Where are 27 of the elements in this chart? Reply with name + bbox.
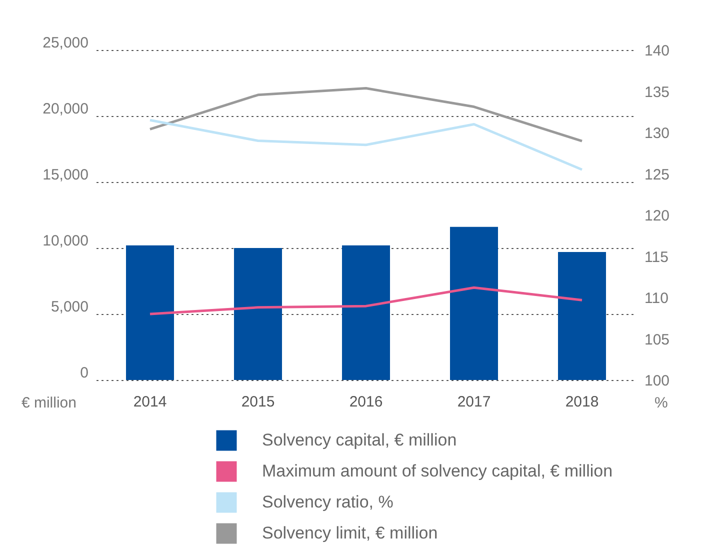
legend-label: Solvency capital, € million — [262, 430, 457, 450]
x-tick-label: 2014 — [133, 394, 167, 410]
y2-axis-title: % — [654, 394, 668, 412]
x-tick-label: 2015 — [241, 394, 275, 410]
y2-tick-label: 130 — [644, 125, 670, 142]
y-tick-label: 20,000 — [42, 100, 88, 118]
legend-label: Maximum amount of solvency capital, € million — [262, 462, 613, 480]
y2-tick-label: 140 — [644, 42, 670, 60]
y2-tick-label: 105 — [644, 331, 670, 348]
y2-tick-label: 115 — [644, 248, 668, 266]
line-series — [148, 118, 584, 171]
y2-tick-label: 125 — [644, 166, 670, 184]
y-tick-label: 25,000 — [42, 34, 88, 52]
y-tick-label: 0 — [80, 364, 88, 382]
y-tick-label: 10,000 — [42, 232, 88, 250]
y2-tick-label: 110 — [644, 290, 668, 307]
y2-tick-label: 100 — [644, 372, 670, 390]
legend-label: Solvency ratio, % — [262, 492, 394, 512]
y-axis-title: € million — [21, 394, 76, 412]
y2-tick-label: 135 — [644, 84, 670, 101]
y-tick-label: 5,000 — [50, 298, 88, 316]
legend-label: Solvency limit, € million — [262, 524, 438, 542]
y2-tick-label: 120 — [644, 208, 670, 224]
x-tick-label: 2018 — [565, 394, 599, 410]
y-tick-label: 15,000 — [42, 166, 88, 184]
x-tick-label: 2016 — [349, 394, 383, 410]
x-tick-label: 2017 — [457, 394, 491, 410]
